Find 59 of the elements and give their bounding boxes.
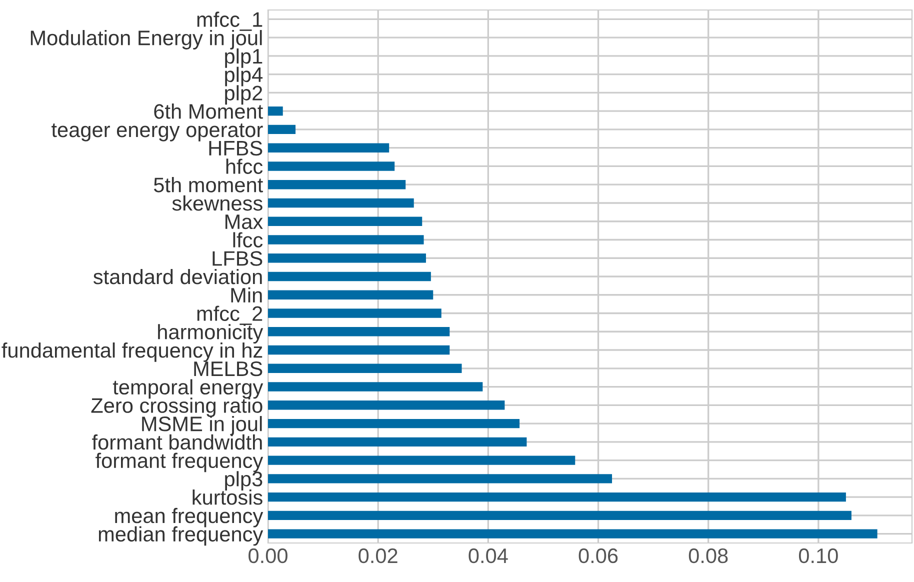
bar bbox=[268, 124, 296, 134]
y-tick-label: teager energy operator bbox=[52, 124, 263, 142]
y-tick-label: skewness bbox=[172, 195, 262, 211]
x-tick-label: 0.06 bbox=[578, 548, 618, 564]
bar bbox=[268, 492, 846, 502]
y-tick-label: plp1 bbox=[225, 48, 262, 68]
bar bbox=[268, 143, 390, 152]
y-tick-label: plp3 bbox=[225, 471, 262, 491]
x-tick-label: 0.10 bbox=[798, 548, 838, 564]
y-tick-label: mfcc_1 bbox=[197, 12, 262, 31]
bar bbox=[268, 510, 852, 520]
y-tick-label: harmonicity bbox=[158, 324, 264, 344]
y-tick-label: temporal energy bbox=[112, 379, 264, 399]
bar bbox=[268, 437, 527, 447]
bar bbox=[268, 216, 422, 226]
x-tick-label: 0.00 bbox=[248, 548, 288, 564]
y-tick-label: Modulation Energy in joul bbox=[30, 30, 262, 50]
y-tick-label: fundamental frequency in hz bbox=[2, 342, 262, 362]
bar bbox=[268, 180, 406, 190]
bar bbox=[268, 364, 462, 373]
bar bbox=[268, 400, 505, 410]
y-tick-label: hfcc bbox=[226, 158, 263, 174]
bar bbox=[268, 529, 878, 538]
bar bbox=[268, 474, 612, 484]
bar bbox=[268, 106, 283, 116]
bar bbox=[268, 272, 431, 282]
y-tick-label: lfcc bbox=[233, 232, 263, 248]
y-tick-label: Zero crossing ratio bbox=[91, 398, 262, 418]
y-tick-label: median frequency bbox=[98, 526, 264, 546]
bar bbox=[268, 327, 450, 336]
y-tick-label: standard deviation bbox=[93, 268, 262, 284]
y-tick-label: formant bandwidth bbox=[92, 434, 262, 450]
y-tick-label: mean frequency bbox=[115, 508, 264, 528]
bar bbox=[268, 418, 520, 428]
y-tick-label: 5th moment bbox=[154, 177, 263, 192]
bar bbox=[268, 290, 434, 300]
y-tick-label: HFBS bbox=[209, 140, 262, 156]
x-tick-label: 0.02 bbox=[358, 548, 398, 564]
y-tick-label: Max bbox=[225, 214, 263, 230]
y-tick-label: plp4 bbox=[225, 66, 263, 86]
y-tick-label: Min bbox=[231, 287, 262, 302]
y-tick-label: LFBS bbox=[212, 251, 262, 266]
y-tick-label: 6th Moment bbox=[154, 104, 263, 119]
y-tick-label: mfcc_2 bbox=[197, 306, 262, 325]
bar bbox=[268, 382, 483, 392]
bar bbox=[268, 254, 426, 263]
bar bbox=[268, 345, 450, 355]
bar bbox=[268, 456, 576, 465]
x-tick-label: 0.08 bbox=[688, 548, 728, 564]
y-tick-label: kurtosis bbox=[192, 490, 262, 505]
y-tick-label: plp2 bbox=[225, 85, 262, 105]
bar bbox=[268, 198, 414, 208]
bar bbox=[268, 162, 395, 171]
y-tick-label: MELBS bbox=[194, 361, 262, 376]
x-tick-label: 0.04 bbox=[468, 548, 508, 564]
y-tick-label: MSME in joul bbox=[142, 416, 262, 436]
bar bbox=[268, 308, 442, 318]
bar bbox=[268, 235, 424, 244]
y-tick-label: formant frequency bbox=[96, 452, 264, 472]
